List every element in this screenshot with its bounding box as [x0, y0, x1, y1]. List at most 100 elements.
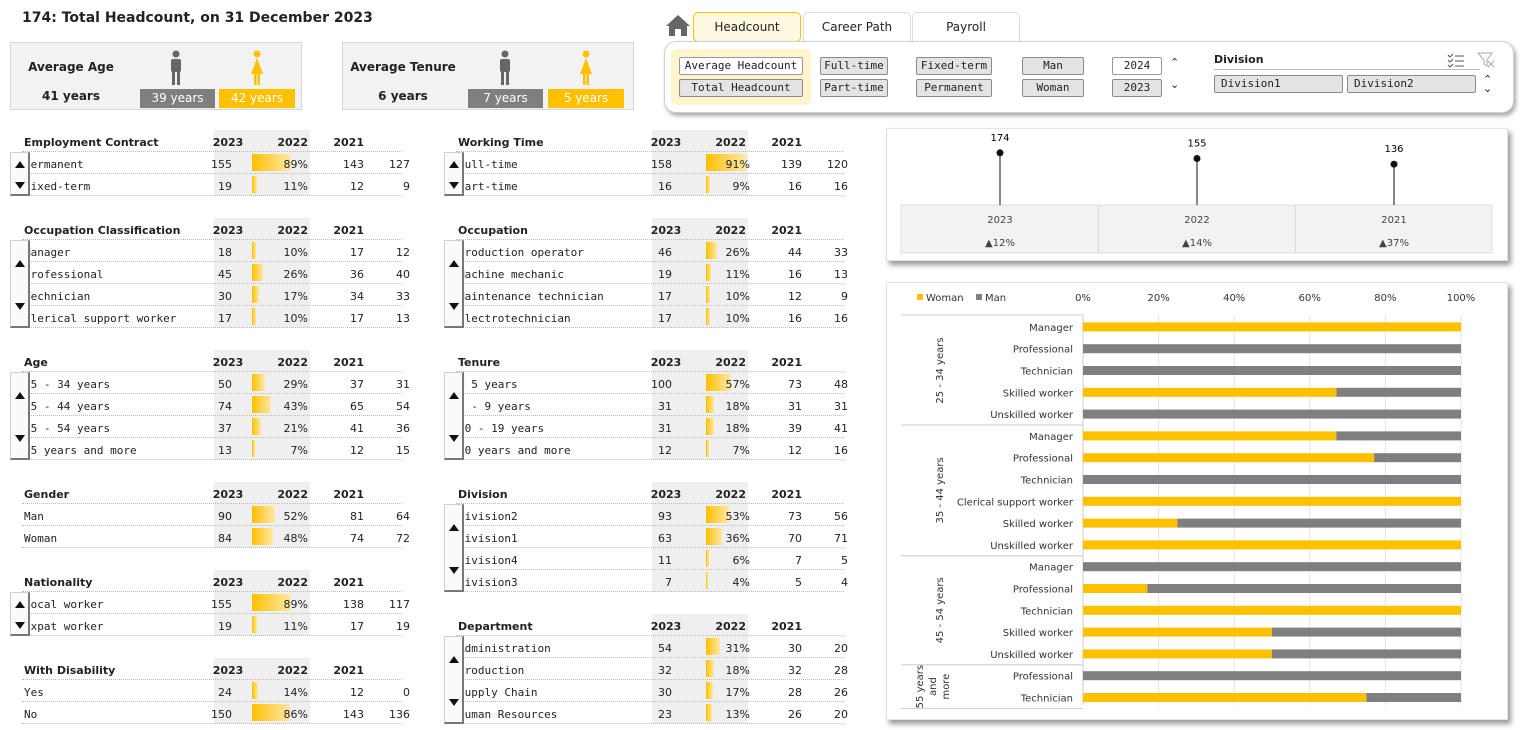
row-share: 14% — [283, 686, 308, 699]
lollipop-dot — [1193, 155, 1201, 162]
row-share: 36% — [725, 532, 750, 545]
scroll-down-icon[interactable] — [449, 182, 459, 189]
row-label: Administration — [458, 642, 551, 655]
row-value: 73 — [788, 510, 802, 523]
table-title: Working Time — [458, 136, 544, 149]
slicer-woman[interactable]: Woman — [1022, 79, 1084, 97]
row-value: 44 — [788, 246, 802, 259]
multi-select-icon[interactable] — [1447, 52, 1465, 68]
row-category-label: Unskilled worker — [990, 650, 1074, 661]
row-value: 12 — [788, 444, 802, 457]
share-bar — [252, 704, 290, 721]
slicer-permanent[interactable]: Permanent — [916, 79, 992, 97]
scroll-up-icon[interactable] — [449, 161, 459, 168]
clear-filter-icon[interactable] — [1477, 52, 1495, 68]
scroll-up-icon[interactable] — [15, 601, 25, 608]
row-value: 71 — [834, 532, 848, 545]
row-share: 26% — [283, 268, 308, 281]
table-row: Production operator 46 26% 44 33 — [436, 240, 848, 262]
table-row: Maintenance technician 17 10% 12 9 — [436, 284, 848, 306]
table-title: Nationality — [24, 576, 93, 589]
bar-man — [1083, 409, 1461, 419]
scroll-down-icon[interactable] — [449, 435, 459, 442]
scroll-buttons[interactable] — [10, 372, 30, 460]
row-share: 48% — [283, 532, 308, 545]
scroll-down-icon[interactable] — [15, 435, 25, 442]
row-category-label: Manager — [1029, 563, 1074, 574]
scroll-down-icon[interactable] — [15, 182, 25, 189]
table-header: Gender 2023 2022 2021 — [2, 482, 402, 504]
slicer-average-headcount[interactable]: Average Headcount — [679, 57, 803, 75]
slicer-part-time[interactable]: Part-time — [820, 79, 888, 97]
scroll-buttons[interactable] — [10, 592, 30, 636]
row-value: 37 — [218, 422, 232, 435]
slicer-division1[interactable]: Division1 — [1214, 75, 1343, 93]
row-value: 13 — [218, 444, 232, 457]
bar-woman — [1083, 627, 1272, 637]
lollipop-2021: 136 2021 ▲37% — [1379, 144, 1409, 249]
row-category-label: Professional — [1013, 585, 1073, 596]
row-category-label: Manager — [1029, 432, 1074, 443]
scroll-down-icon[interactable] — [15, 303, 25, 310]
slicer-man[interactable]: Man — [1022, 57, 1084, 75]
table-row: Expat worker 19 11% 17 19 — [2, 614, 410, 636]
scroll-buttons[interactable] — [10, 240, 30, 328]
slicer-full-time[interactable]: Full-time — [820, 57, 888, 75]
row-value: 120 — [827, 158, 848, 171]
row-value: 100 — [651, 378, 672, 391]
row-value: 73 — [788, 378, 802, 391]
tab-headcount[interactable]: Headcount — [693, 12, 801, 42]
scroll-up-icon[interactable] — [449, 392, 459, 399]
year-scroll-up-icon[interactable]: ⌃ — [1170, 56, 1180, 69]
row-value: 50 — [218, 378, 232, 391]
table-row: Fixed-term 19 11% 12 9 — [2, 174, 410, 196]
share-bar — [252, 264, 264, 281]
row-value: 19 — [396, 620, 410, 633]
scroll-down-icon[interactable] — [449, 567, 459, 574]
row-value: 39 — [788, 422, 802, 435]
scroll-up-icon[interactable] — [449, 524, 459, 531]
scroll-buttons[interactable] — [10, 152, 30, 196]
scroll-down-icon[interactable] — [15, 622, 25, 629]
scroll-buttons[interactable] — [444, 504, 464, 592]
bar-man — [1272, 627, 1461, 637]
scroll-up-icon[interactable] — [15, 260, 25, 267]
slicer-year-2024[interactable]: 2024 — [1112, 57, 1162, 75]
tab-career-path[interactable]: Career Path — [803, 12, 911, 42]
year-scroll-down-icon[interactable]: ⌄ — [1170, 78, 1180, 91]
table-header: Division 2023 2022 2021 — [436, 482, 844, 504]
scroll-up-icon[interactable] — [15, 392, 25, 399]
row-value: 7 — [795, 554, 802, 567]
slicer-total-headcount[interactable]: Total Headcount — [679, 79, 803, 97]
kpi-man-badge: 39 years — [140, 89, 215, 108]
scroll-down-icon[interactable] — [449, 303, 459, 310]
row-share: 43% — [283, 400, 308, 413]
slicer-division2[interactable]: Division2 — [1347, 75, 1476, 93]
year-header: 2021 — [333, 224, 364, 237]
bar-woman — [1083, 649, 1272, 659]
scroll-buttons[interactable] — [444, 240, 464, 328]
year-header: 2023 — [650, 620, 682, 633]
scroll-up-icon[interactable] — [15, 161, 25, 168]
year-label: 2022 — [1184, 215, 1209, 226]
row-category-label: Skilled worker — [1003, 519, 1074, 530]
division-scroll-icon[interactable]: ⌃ ⌄ — [1483, 73, 1493, 95]
scroll-buttons[interactable] — [444, 152, 464, 196]
scroll-up-icon[interactable] — [449, 260, 459, 267]
row-value: 12 — [788, 290, 802, 303]
table-gender: Gender 2023 2022 2021 Man 90 52% 81 64 Woman 84 48%… — [2, 482, 410, 548]
year-header: 2022 — [715, 136, 746, 149]
tab-payroll[interactable]: Payroll — [912, 12, 1020, 42]
scroll-up-icon[interactable] — [449, 656, 459, 663]
home-icon[interactable] — [665, 13, 691, 37]
scroll-buttons[interactable] — [444, 636, 464, 724]
share-bar — [706, 396, 714, 413]
scroll-down-icon[interactable] — [449, 699, 459, 706]
share-bar — [252, 440, 256, 457]
bar-woman — [1083, 387, 1337, 397]
row-category-label: Technician — [1020, 476, 1073, 487]
row-label: Manager — [24, 246, 71, 259]
slicer-year-2023[interactable]: 2023 — [1112, 79, 1162, 97]
slicer-fixed-term[interactable]: Fixed-term — [916, 57, 992, 75]
scroll-buttons[interactable] — [444, 372, 464, 460]
